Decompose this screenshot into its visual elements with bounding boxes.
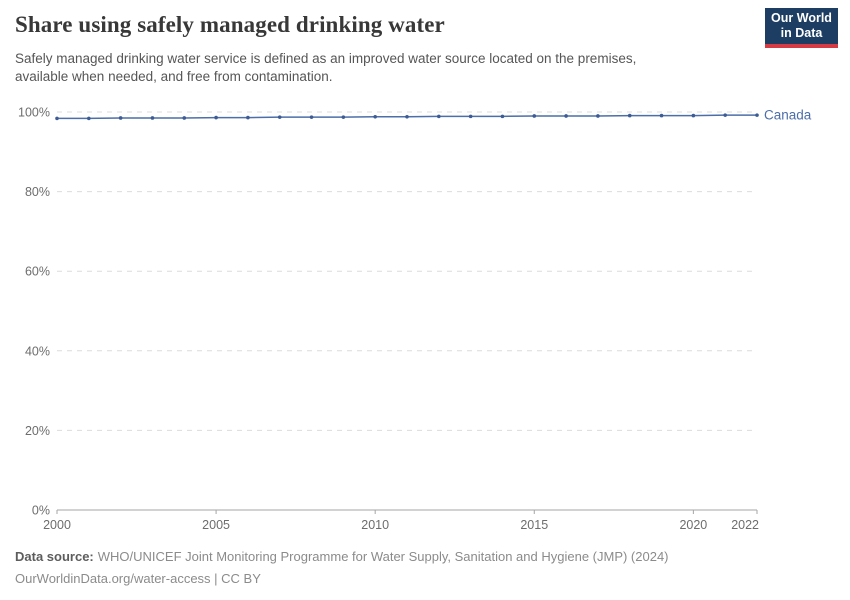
data-point[interactable] (150, 116, 155, 120)
data-point[interactable] (564, 114, 568, 118)
data-point[interactable] (596, 114, 600, 118)
x-tick-label: 2022 (731, 518, 759, 532)
page-title: Share using safely managed drinking wate… (15, 12, 445, 37)
x-tick-label: 2000 (43, 518, 71, 532)
y-tick-label: 20% (25, 424, 50, 438)
data-point[interactable] (627, 113, 632, 118)
owid-logo-line2: in Data (780, 26, 823, 40)
license-line[interactable]: OurWorldinData.org/water-access | CC BY (15, 571, 261, 586)
data-point[interactable] (118, 116, 123, 120)
data-point[interactable] (182, 116, 187, 120)
owid-logo-line1: Our World (771, 11, 832, 25)
y-tick-label: 0% (32, 504, 50, 518)
data-point[interactable] (405, 114, 409, 119)
data-point[interactable] (659, 113, 664, 118)
data-point[interactable] (437, 114, 441, 119)
data-point[interactable] (500, 114, 505, 119)
data-source-text: WHO/UNICEF Joint Monitoring Programme fo… (97, 549, 669, 564)
x-tick-label: 2005 (202, 518, 230, 532)
y-tick-label: 80% (25, 185, 50, 199)
y-tick-label: 100% (18, 106, 50, 120)
chart-footer: Data source: WHO/UNICEF Joint Monitoring … (15, 546, 669, 590)
data-point[interactable] (373, 114, 377, 119)
data-point[interactable] (468, 114, 473, 119)
data-point[interactable] (309, 115, 314, 119)
data-point[interactable] (214, 115, 218, 120)
x-tick-label: 2015 (520, 518, 548, 532)
x-tick-label: 2020 (679, 518, 707, 532)
chart-canvas: 0% 20% 40% 60% 80% 100% 2000 2005 2010 2015 2020 20… (18, 106, 812, 533)
data-point[interactable] (87, 116, 91, 121)
data-point[interactable] (532, 114, 537, 118)
data-source-line: Data source: WHO/UNICEF Joint Monitoring … (15, 546, 669, 568)
series-label[interactable]: Canada (764, 108, 812, 123)
data-point[interactable] (341, 115, 346, 119)
x-tick-label: 2010 (361, 518, 389, 532)
y-tick-label: 60% (25, 265, 50, 279)
data-point[interactable] (755, 113, 759, 117)
data-point[interactable] (691, 113, 696, 118)
owid-logo[interactable]: Our World in Data (765, 8, 838, 48)
data-point[interactable] (55, 116, 59, 121)
chart-subtitle: Safely managed drinking water service is… (15, 51, 637, 85)
data-point[interactable] (723, 113, 727, 117)
data-point[interactable] (277, 115, 282, 119)
data-source-label: Data source: (15, 549, 94, 564)
y-tick-label: 40% (25, 344, 50, 358)
data-point[interactable] (246, 115, 250, 120)
